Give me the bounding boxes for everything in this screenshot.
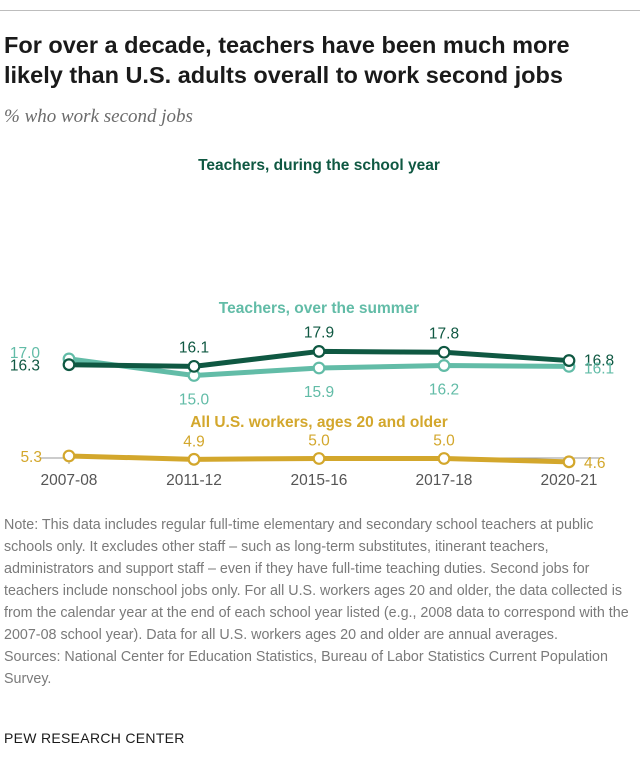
series-label-school-year: Teachers, during the school year	[198, 157, 440, 174]
data-label: 5.0	[433, 433, 455, 450]
x-tick-label: 2020-21	[541, 472, 598, 489]
data-label: 5.0	[308, 433, 330, 450]
data-label: 16.8	[584, 353, 614, 370]
pew-logo-text: PEW RESEARCH CENTER	[4, 730, 185, 746]
data-label: 17.0	[10, 345, 41, 362]
data-point-marker	[562, 455, 576, 469]
data-label: 15.0	[179, 392, 210, 409]
series-label-summer: Teachers, over the summer	[219, 300, 419, 317]
chart-subtitle: % who work second jobs	[4, 106, 193, 127]
data-point-marker	[187, 359, 201, 373]
data-label: 16.1	[584, 360, 614, 377]
x-tick-label: 2007-08	[41, 472, 98, 489]
data-label: 16.3	[10, 358, 40, 375]
data-point-marker	[437, 345, 451, 359]
data-label: 16.1	[179, 339, 209, 356]
note-text: Note: This data includes regular full-ti…	[4, 517, 629, 643]
data-label: 4.9	[183, 433, 205, 450]
data-label: 4.6	[584, 455, 606, 472]
data-point-marker	[437, 359, 451, 372]
data-label: 17.8	[429, 325, 459, 342]
chart-title: For over a decade, teachers have been mu…	[4, 32, 570, 88]
sources-text: Sources: National Center for Education S…	[4, 649, 608, 687]
data-point-marker	[62, 358, 76, 372]
x-tick-label: 2011-12	[166, 472, 222, 489]
x-tick-label: 2017-18	[416, 472, 473, 489]
data-label: 5.3	[20, 449, 42, 466]
line-chart: 2007-08 2011-12 2015-16 2017-18 2020-2116.31…	[10, 157, 614, 489]
x-tick-label: 2015-16	[291, 472, 348, 489]
data-point-marker	[62, 449, 76, 463]
data-point-marker	[312, 345, 326, 358]
data-point-marker	[437, 452, 451, 465]
data-point-marker	[312, 452, 326, 465]
data-label: 17.9	[304, 324, 334, 341]
series-label-all-workers: All U.S. workers, ages 20 and older	[190, 414, 448, 431]
top-divider	[0, 10, 640, 11]
data-point-marker	[562, 354, 576, 367]
data-label: 16.2	[429, 382, 459, 399]
data-label: 15.9	[304, 384, 334, 401]
data-point-marker	[187, 452, 201, 466]
chart-note: Note: This data includes regular full-ti…	[4, 514, 640, 690]
data-point-marker	[312, 361, 326, 375]
